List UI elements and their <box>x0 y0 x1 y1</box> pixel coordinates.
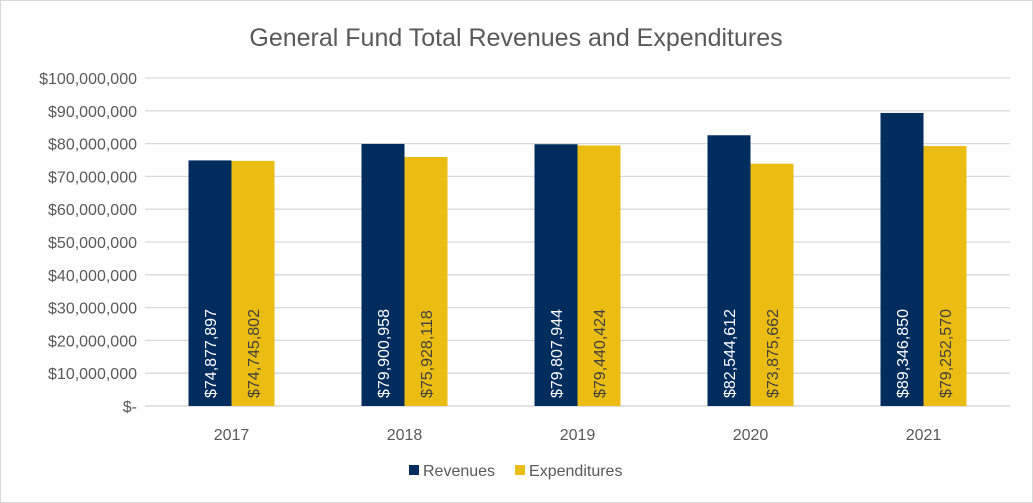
bar-expenditures <box>750 163 794 406</box>
y-tick-label: $100,000,000 <box>39 71 137 88</box>
x-tick-label: 2020 <box>733 427 769 444</box>
x-tick-label: 2018 <box>387 427 423 444</box>
y-tick-label: $20,000,000 <box>48 333 137 350</box>
bar-expenditures <box>404 156 448 406</box>
y-tick-label: $80,000,000 <box>48 137 137 154</box>
legend-label: Revenues <box>423 463 495 480</box>
data-label: $75,928,118 <box>419 310 436 398</box>
data-label: $74,877,897 <box>203 309 220 398</box>
data-label: $73,875,662 <box>765 309 782 398</box>
data-label: $89,346,850 <box>895 309 912 398</box>
y-tick-label: $40,000,000 <box>48 268 137 285</box>
bar-expenditures <box>231 160 275 406</box>
data-label: $74,745,802 <box>246 309 263 398</box>
bar-expenditures <box>577 145 621 406</box>
y-tick-label: $90,000,000 <box>48 104 137 121</box>
bar-revenues <box>880 112 924 407</box>
data-label: $79,440,424 <box>592 309 609 398</box>
bar-revenues <box>188 160 232 406</box>
bar-expenditures <box>923 146 967 406</box>
x-tick-label: 2019 <box>560 427 596 444</box>
x-tick-label: 2017 <box>214 427 250 444</box>
chart-title: General Fund Total Revenues and Expendit… <box>249 24 782 52</box>
y-tick-label: $- <box>123 399 137 416</box>
bar-revenues <box>534 144 578 406</box>
legend-swatch <box>409 465 419 475</box>
y-tick-label: $70,000,000 <box>48 169 137 186</box>
y-tick-label: $10,000,000 <box>48 366 137 383</box>
legend-label: Expenditures <box>529 463 622 480</box>
data-label: $82,544,612 <box>722 309 739 398</box>
y-tick-label: $30,000,000 <box>48 301 137 318</box>
y-tick-label: $60,000,000 <box>48 202 137 219</box>
data-label: $79,900,958 <box>376 309 393 398</box>
y-tick-label: $50,000,000 <box>48 235 137 252</box>
data-label: $79,807,944 <box>549 309 566 398</box>
bar-revenues <box>361 143 405 406</box>
bar-revenues <box>707 135 751 407</box>
data-label: $79,252,570 <box>938 309 955 398</box>
legend-swatch <box>515 465 526 475</box>
x-tick-label: 2021 <box>906 427 942 444</box>
